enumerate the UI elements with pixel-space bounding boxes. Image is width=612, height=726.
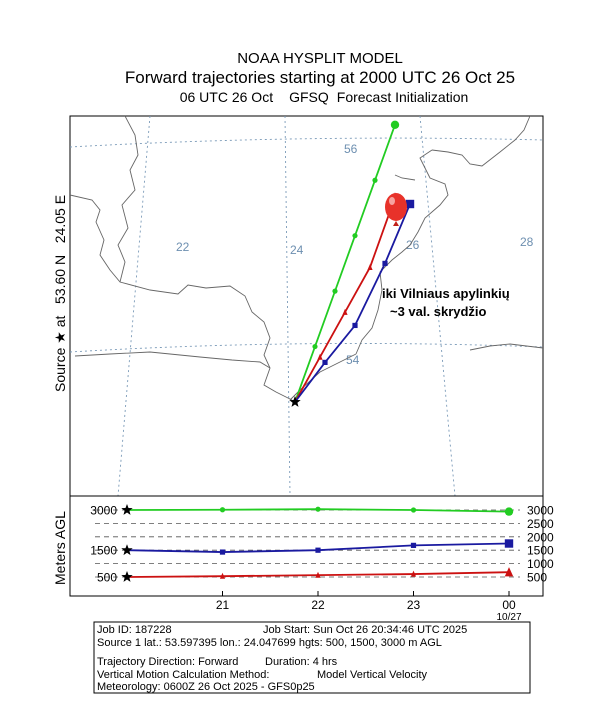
map-point-0-3 (352, 233, 358, 239)
map-point-0-5 (390, 120, 400, 129)
profile-ytick-right-3: 1500 (527, 544, 554, 558)
chart-title-model: NOAA HYSPLIT MODEL (237, 50, 403, 67)
profile-point-2-1 (219, 572, 226, 579)
chart-title-block: NOAA HYSPLIT MODEL Forward trajectories … (70, 50, 570, 106)
source-star-marker (289, 396, 301, 407)
map-point-0-4 (372, 177, 378, 183)
vertical-method: Vertical Motion Calculation Method: (97, 668, 270, 681)
grid-label-56: 56 (344, 142, 358, 156)
border-fragment (394, 174, 416, 181)
footer-frame (93, 621, 531, 694)
map-point-2-3 (382, 260, 388, 266)
chart-title-main: Forward trajectories starting at 2000 UT… (124, 68, 516, 87)
annotation-line1: iki Vilniaus apylinkių (382, 286, 510, 301)
profile-xtick-label-2: 23 (407, 598, 421, 612)
coastline-north (117, 115, 139, 283)
profile-point-2-2 (315, 571, 321, 578)
profile-xtick-label-0: 21 (216, 598, 230, 612)
border-south-west (74, 351, 271, 369)
profile-point-1-2 (315, 547, 321, 553)
profile-ytick-right-5: 500 (527, 571, 547, 585)
profile-ytick-left-5: 500 (97, 571, 117, 585)
profile-ytick-right-1: 2500 (527, 517, 554, 531)
meteorology: Meteorology: 0600Z 26 Oct 2025 - GFS0p25 (97, 681, 315, 693)
lon-24-gridline (284, 115, 291, 497)
profile-xtick-label-3: 00 (502, 598, 516, 612)
vertical-method-value: Model Vertical Velocity (317, 668, 428, 681)
grid-label-22: 22 (176, 240, 190, 254)
source-info: Source 1 lat.: 53.597395 lon.: 24.047699… (97, 636, 442, 649)
profile-xtick-date: 10/27 (496, 612, 521, 623)
subtitle-init: Forecast Initialization (336, 89, 469, 105)
map-point-2-1 (322, 359, 328, 365)
lat-54-gridline (69, 343, 544, 353)
lat-56-gridline (69, 137, 544, 148)
profile-start-star-0 (121, 504, 133, 515)
job-info: Job ID: 187228 Job Start: Sun Oct 26 20:3… (97, 624, 567, 694)
balloon-icon (385, 193, 407, 226)
border-south-east-2 (469, 343, 544, 351)
profile-gridlines (95, 509, 520, 578)
profile-trajectories (121, 504, 514, 582)
lon-26-gridline (419, 115, 456, 497)
profile-point-0-2 (315, 506, 321, 512)
profile-ytick-right-0: 3000 (527, 504, 554, 518)
border-south-east (289, 353, 357, 401)
annotation-line2: ~3 val. skrydžio (390, 304, 487, 319)
profile-start-star-1 (121, 544, 133, 556)
profile-ytick-right-2: 2000 (527, 530, 554, 544)
trajectory-direction: Trajectory Direction: Forward (97, 656, 239, 668)
map-point-1-2 (342, 308, 348, 315)
profile-point-1-1 (219, 549, 226, 555)
map-point-2-2 (352, 322, 358, 329)
grid-labels: 56 54 22 24 26 28 (176, 142, 534, 367)
map-point-0-1 (312, 343, 318, 350)
grid-label-28: 28 (520, 235, 534, 249)
profile-start-star-2 (121, 571, 133, 582)
border-north-east (431, 115, 531, 167)
job-start: Job Start: Sun Oct 26 20:34:46 UTC 2025 (263, 624, 468, 636)
profile-ytick-left-3: 1500 (90, 544, 117, 558)
map-borders (69, 115, 544, 401)
border-west (69, 194, 293, 401)
profile-point-1-3 (410, 542, 417, 548)
profile-ytick-left-0: 3000 (90, 504, 117, 518)
map-point-2-4 (405, 199, 415, 209)
map-point-1-1 (317, 353, 323, 360)
duration: Duration: 4 hrs (265, 656, 338, 668)
map-point-1-3 (367, 263, 373, 270)
map-grid (69, 115, 544, 497)
profile-point-0-3 (410, 507, 417, 513)
grid-label-54: 54 (346, 353, 360, 367)
map-series-line-0 (294, 124, 396, 403)
profile-frame (69, 495, 544, 597)
subtitle-time: 06 UTC 26 Oct (179, 89, 274, 105)
border-east (355, 149, 449, 355)
grid-label-24: 24 (290, 243, 304, 257)
profile-point-2-4 (504, 567, 514, 577)
profile-point-2-3 (410, 570, 417, 577)
profile-point-0-4 (504, 507, 514, 516)
lon-22-gridline (117, 115, 151, 497)
subtitle-model: GFSQ (289, 89, 329, 105)
profile-point-0-1 (219, 507, 226, 513)
profile-ytick-right-4: 1000 (527, 557, 554, 571)
chart-subtitle: 06 UTC 26 Oct GFSQ Forecast Initialization (70, 88, 570, 106)
profile-point-1-4 (504, 539, 514, 548)
grid-label-26: 26 (406, 238, 420, 252)
profile-xtick-label-1: 22 (311, 598, 325, 612)
map-point-0-2 (332, 288, 338, 294)
job-id: Job ID: 187228 (97, 624, 172, 636)
